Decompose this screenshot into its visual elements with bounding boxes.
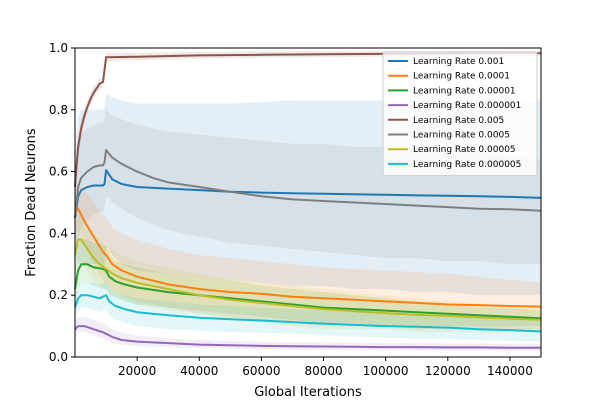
legend-box: [382, 51, 538, 177]
y-tick-label: 0.8: [49, 103, 68, 117]
y-tick-label: 0.4: [49, 226, 68, 240]
legend-label: Learning Rate 0.00005: [413, 145, 516, 155]
plot-frame: [74, 47, 542, 358]
legend-label: Learning Rate 0.001: [413, 57, 504, 67]
legend-label: Learning Rate 0.0001: [413, 72, 510, 82]
series-line-learning-rate-0-00001: [74, 263, 542, 320]
legend-label: Learning Rate 0.0005: [413, 131, 510, 141]
y-axis-ticks: 0.0 0.2 0.4 0.6 0.8 1.0: [49, 41, 75, 364]
x-tick-label: 140000: [487, 364, 533, 378]
x-tick-label: 80000: [304, 364, 342, 378]
series-line-learning-rate-0-000001: [74, 325, 541, 349]
x-tick-label: 120000: [425, 364, 471, 378]
series-line-learning-rate-0-001: [74, 169, 542, 219]
x-tick-label: 20000: [118, 364, 156, 378]
series-line-learning-rate-0-00005: [74, 238, 542, 321]
legend: Learning Rate 0.001 Learning Rate 0.0001 L…: [382, 51, 538, 177]
y-tick-label: 0.6: [49, 165, 68, 179]
x-axis-ticks: 20000 40000 60000 80000 100000 120000 140000: [118, 357, 533, 378]
x-tick-label: 100000: [363, 364, 409, 378]
series-line-learning-rate-0-000005: [74, 294, 542, 333]
legend-label: Learning Rate 0.005: [413, 116, 504, 126]
x-axis-label: Global Iterations: [254, 385, 362, 400]
y-axis-label: Fraction Dead Neurons: [24, 128, 39, 277]
series-line-learning-rate-0-0005: [74, 149, 542, 218]
legend-label: Learning Rate 0.000005: [413, 160, 521, 170]
legend-label: Learning Rate 0.00001: [413, 86, 516, 96]
series-line-learning-rate-0-0001: [74, 207, 542, 308]
y-tick-label: 0.2: [49, 288, 68, 302]
band-learning-rate-0-000001: [75, 316, 541, 351]
x-tick-label: 60000: [242, 364, 280, 378]
series-line-learning-rate-0-005: [74, 52, 541, 188]
y-tick-label: 1.0: [49, 41, 68, 55]
band-learning-rate-0-0005: [75, 109, 541, 265]
band-learning-rate-0-00001: [75, 239, 541, 327]
legend-label: Learning Rate 0.000001: [413, 101, 521, 111]
series-lines: [74, 52, 542, 349]
y-tick-label: 0.0: [49, 350, 68, 364]
x-tick-label: 40000: [180, 364, 218, 378]
